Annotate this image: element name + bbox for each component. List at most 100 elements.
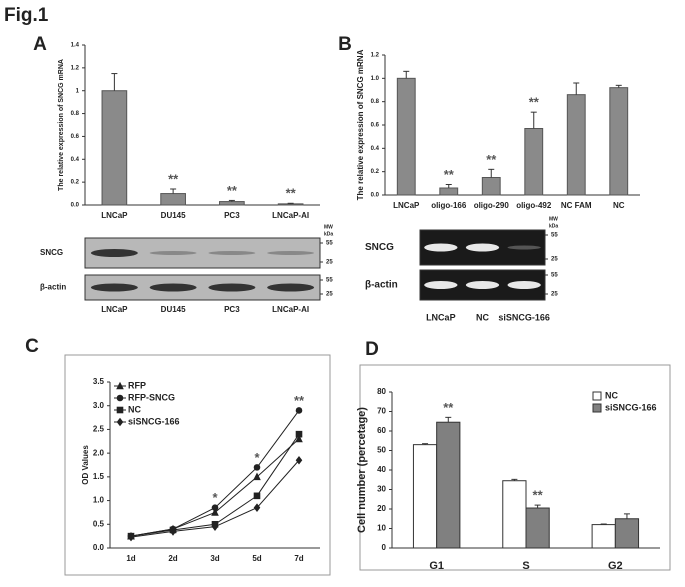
- significance-mark: **: [529, 95, 540, 110]
- bar: [160, 193, 186, 206]
- lane-label: LNCaP: [101, 305, 128, 314]
- panel-letter: D: [365, 339, 379, 360]
- x-tick-label: oligo-492: [516, 201, 552, 210]
- data-point: [127, 532, 135, 542]
- data-point: [253, 503, 261, 512]
- x-tick-label: LNCaP: [101, 211, 128, 220]
- x-tick-label: NC: [613, 201, 625, 210]
- blot-band: [507, 281, 541, 289]
- blot-band: [424, 243, 458, 252]
- mw-marker: 25: [326, 260, 333, 266]
- x-tick-label: PC3: [224, 211, 240, 220]
- data-point: [211, 522, 219, 531]
- bar: [277, 203, 304, 206]
- significance-mark: **: [168, 171, 179, 186]
- x-tick-label: oligo-290: [474, 201, 510, 210]
- y-tick-label: 2.5: [93, 425, 105, 434]
- bar: [614, 518, 640, 549]
- y-tick-label: 50: [377, 446, 386, 455]
- data-point: [295, 434, 303, 443]
- significance-mark: **: [533, 488, 544, 503]
- data-point: [295, 407, 303, 414]
- x-tick-label: S: [522, 560, 529, 572]
- y-tick-label: 1.2: [371, 53, 380, 59]
- legend-swatch: [592, 391, 602, 401]
- y-tick-label: 0.4: [371, 146, 380, 152]
- bar: [396, 77, 416, 196]
- x-tick-label: 1d: [126, 554, 135, 563]
- mw-marker: 55: [326, 241, 333, 247]
- x-tick-label: 7d: [294, 554, 303, 563]
- data-point: [169, 527, 177, 536]
- legend-label: RFP: [128, 380, 146, 390]
- y-tick-label: 70: [377, 407, 386, 416]
- mw-header: kDa: [324, 231, 333, 237]
- mw-marker: 55: [551, 233, 558, 239]
- blot-band: [149, 283, 197, 292]
- line: [130, 410, 300, 537]
- y-tick-label: 1: [76, 88, 80, 94]
- legend-marker: [116, 381, 124, 390]
- legend-swatch: [592, 403, 602, 413]
- blot-band: [149, 251, 197, 255]
- legend-marker: [116, 417, 124, 427]
- bar: [101, 90, 128, 206]
- blot-band: [507, 245, 541, 250]
- y-tick-label: 3.5: [93, 377, 105, 386]
- blot-band: [90, 283, 138, 292]
- mw-marker: 25: [551, 257, 558, 263]
- y-tick-label: 60: [377, 426, 386, 435]
- legend-marker: [116, 394, 124, 402]
- legend-label: RFP-SNCG: [128, 392, 175, 402]
- bar: [524, 128, 544, 196]
- mw-header: MW: [324, 224, 333, 230]
- blot-band: [267, 283, 315, 292]
- data-point: [211, 508, 219, 516]
- x-tick-label: oligo-166: [431, 201, 467, 210]
- significance-mark: *: [254, 450, 260, 465]
- bar: [502, 480, 527, 549]
- lane-label: LNCaP: [426, 312, 456, 322]
- significance-mark: **: [486, 152, 497, 167]
- y-tick-label: 0.6: [371, 123, 380, 129]
- mw-header: kDa: [549, 223, 558, 229]
- x-tick-label: G2: [608, 560, 623, 572]
- figure-label: Fig.1: [4, 5, 49, 26]
- bar: [481, 177, 501, 196]
- bar: [525, 507, 550, 549]
- lane-label: DU145: [161, 305, 186, 314]
- y-tick-label: 0.2: [71, 180, 80, 186]
- mw-header: MW: [549, 216, 558, 222]
- y-tick-label: 1.0: [371, 76, 380, 82]
- bar: [591, 524, 616, 549]
- legend-label: siSNCG-166: [128, 416, 180, 426]
- legend-marker: [116, 406, 124, 414]
- data-point: [295, 430, 303, 438]
- x-tick-label: 5d: [252, 554, 261, 563]
- panel-frame: [359, 364, 671, 571]
- blot-band: [208, 283, 256, 292]
- legend-label: siSNCG-166: [605, 402, 657, 412]
- significance-mark: **: [227, 183, 238, 198]
- lane-label: NC: [476, 312, 489, 322]
- x-tick-label: 3d: [210, 554, 219, 563]
- significance-mark: **: [294, 393, 305, 408]
- blot-band: [465, 243, 500, 252]
- y-tick-label: 30: [377, 485, 386, 494]
- blot-row-label: β-actin: [40, 283, 66, 292]
- blot-band: [90, 249, 138, 257]
- x-tick-label: NC FAM: [561, 201, 592, 210]
- y-tick-label: 0.6: [71, 134, 80, 140]
- x-tick-label: 2d: [168, 554, 177, 563]
- y-tick-label: 20: [377, 504, 386, 513]
- y-tick-label: 1.2: [71, 65, 80, 71]
- significance-mark: **: [444, 167, 455, 182]
- y-tick-label: 10: [377, 524, 386, 533]
- mw-marker: 55: [326, 278, 333, 284]
- panel-frame: [64, 354, 331, 576]
- y-tick-label: 80: [377, 387, 386, 396]
- blot-row-label: SNCG: [365, 242, 394, 253]
- legend-label: NC: [128, 404, 141, 414]
- data-point: [253, 492, 261, 500]
